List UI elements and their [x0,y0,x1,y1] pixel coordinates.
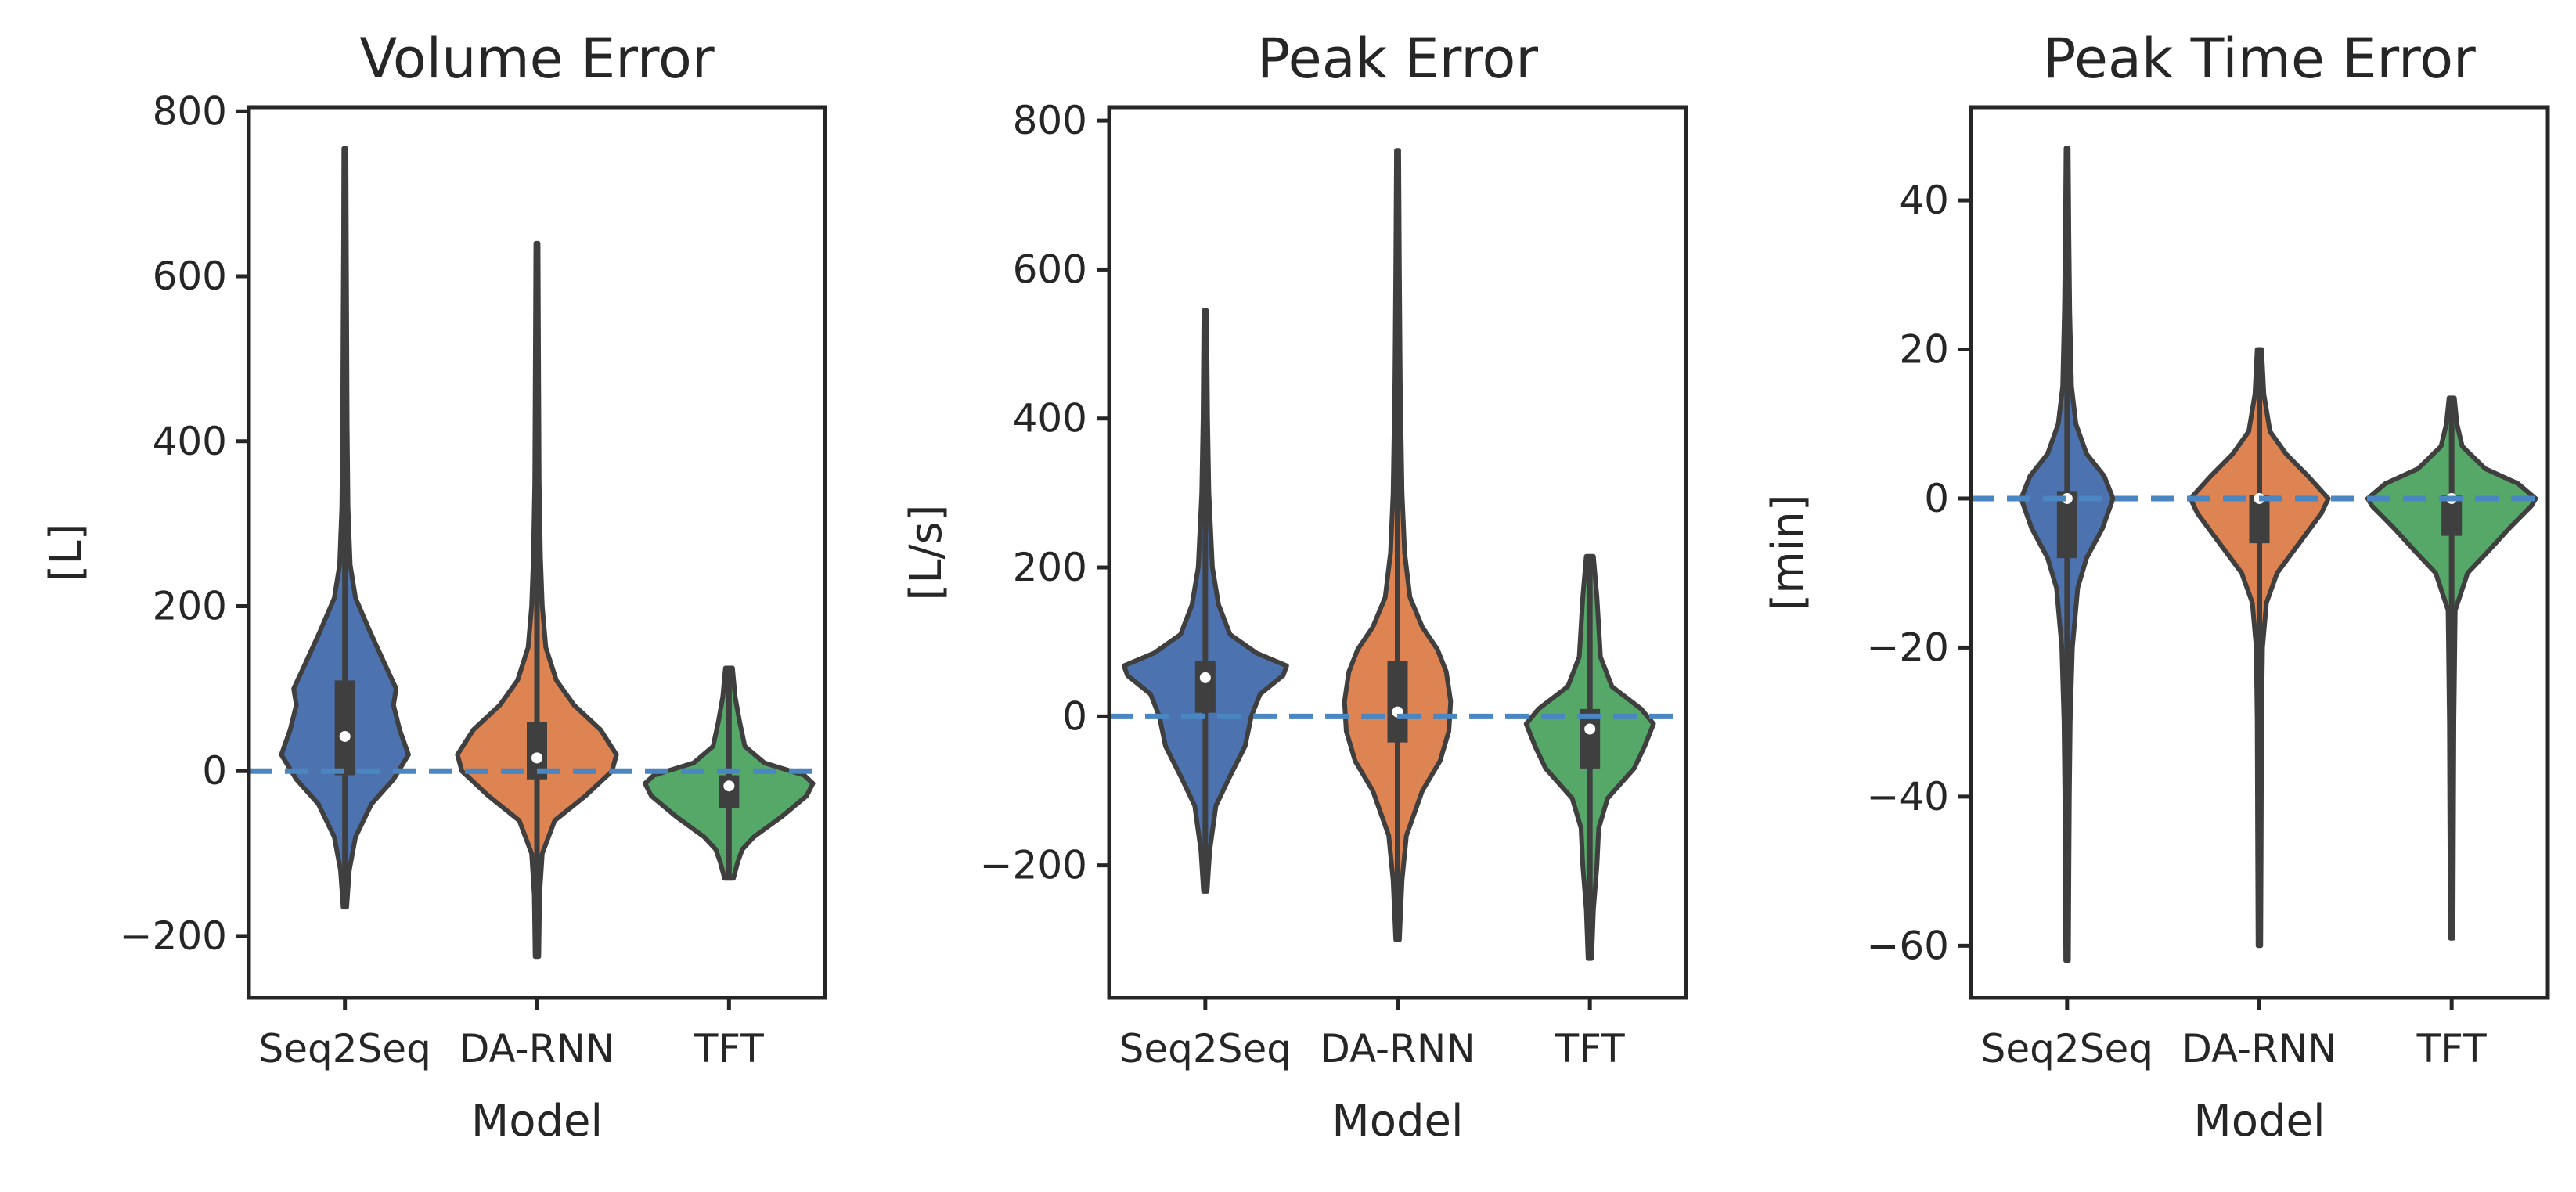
y-axis-label: [L] [41,524,92,582]
y-tick-label: 400 [153,419,227,464]
x-axis-label: Model [2193,1096,2325,1147]
violins-peak-error [1121,148,1656,961]
y-tick-label: −60 [1866,923,1949,968]
y-axis-ticks: −60 −40 −20 0 20 40 [1866,178,1971,968]
violins-volume-error [279,146,816,960]
y-tick-label: 600 [1013,247,1087,292]
x-tick-label: Seq2Seq [1981,1026,2153,1071]
x-axis-ticks: Seq2Seq DA-RNN TFT [1981,998,2487,1071]
chart-title: Volume Error [359,27,714,91]
x-tick-label: TFT [2416,1026,2487,1071]
violin-median-dot [723,780,735,792]
y-tick-label: 0 [202,748,227,794]
violin-da-rnn [455,240,619,960]
chart-title: Peak Error [1257,27,1538,91]
y-tick-label: 0 [1062,693,1087,739]
violin-seq2seq [2019,146,2116,963]
x-tick-label: DA-RNN [459,1026,614,1071]
y-axis-label: [L/s] [901,505,952,601]
violin-da-rnn [1342,148,1454,942]
panel-peak-error: −200 0 200 400 600 800 Seq2Seq DA-RNN TFT Peak … [901,27,1688,1147]
x-tick-label: TFT [1555,1026,1625,1071]
y-axis-label: [min] [1763,494,1814,610]
x-tick-label: TFT [694,1026,764,1071]
y-tick-label: −20 [1866,625,1949,670]
x-tick-label: Seq2Seq [1119,1026,1292,1071]
violin-median-dot [1584,723,1596,735]
y-axis-ticks: −200 0 200 400 600 800 [980,98,1109,888]
y-tick-label: 800 [1013,98,1087,143]
y-tick-label: 200 [1013,545,1087,590]
violin-da-rnn [2188,347,2331,949]
y-tick-label: 0 [1924,476,1949,521]
panel-volume-error: −200 0 200 400 600 800 Seq2Seq DA-RNN TFT Volum… [41,27,827,1147]
x-tick-label: DA-RNN [2181,1026,2336,1071]
violin-median-dot [1199,672,1211,683]
x-axis-ticks: Seq2Seq DA-RNN TFT [259,998,764,1071]
y-axis-ticks: −200 0 200 400 600 800 [120,88,249,959]
y-tick-label: −200 [120,913,227,959]
chart-title: Peak Time Error [2043,27,2476,91]
y-tick-label: −200 [980,843,1087,888]
x-axis-label: Model [1331,1096,1463,1147]
y-tick-label: 40 [1899,178,1949,223]
violin-seq2seq [1121,308,1289,894]
y-tick-label: 20 [1899,326,1949,372]
violin-median-dot [339,730,351,742]
violin-median-dot [531,752,542,764]
y-tick-label: 400 [1013,396,1087,441]
violin-tft [1523,553,1656,961]
violin-seq2seq [279,146,411,910]
x-axis-label: Model [471,1096,603,1147]
x-tick-label: Seq2Seq [259,1026,431,1071]
x-axis-ticks: Seq2Seq DA-RNN TFT [1119,998,1625,1071]
y-tick-label: −40 [1866,774,1949,819]
y-tick-label: 600 [153,254,227,299]
violin-tft [2365,395,2538,941]
x-tick-label: DA-RNN [1320,1026,1475,1071]
violins-peak-time-error [2019,146,2538,963]
y-tick-label: 200 [153,583,227,628]
panel-peak-time-error: −60 −40 −20 0 20 40 Seq2Seq DA-RNN TFT Peak Tim… [1763,27,2550,1147]
y-tick-label: 800 [153,88,227,134]
